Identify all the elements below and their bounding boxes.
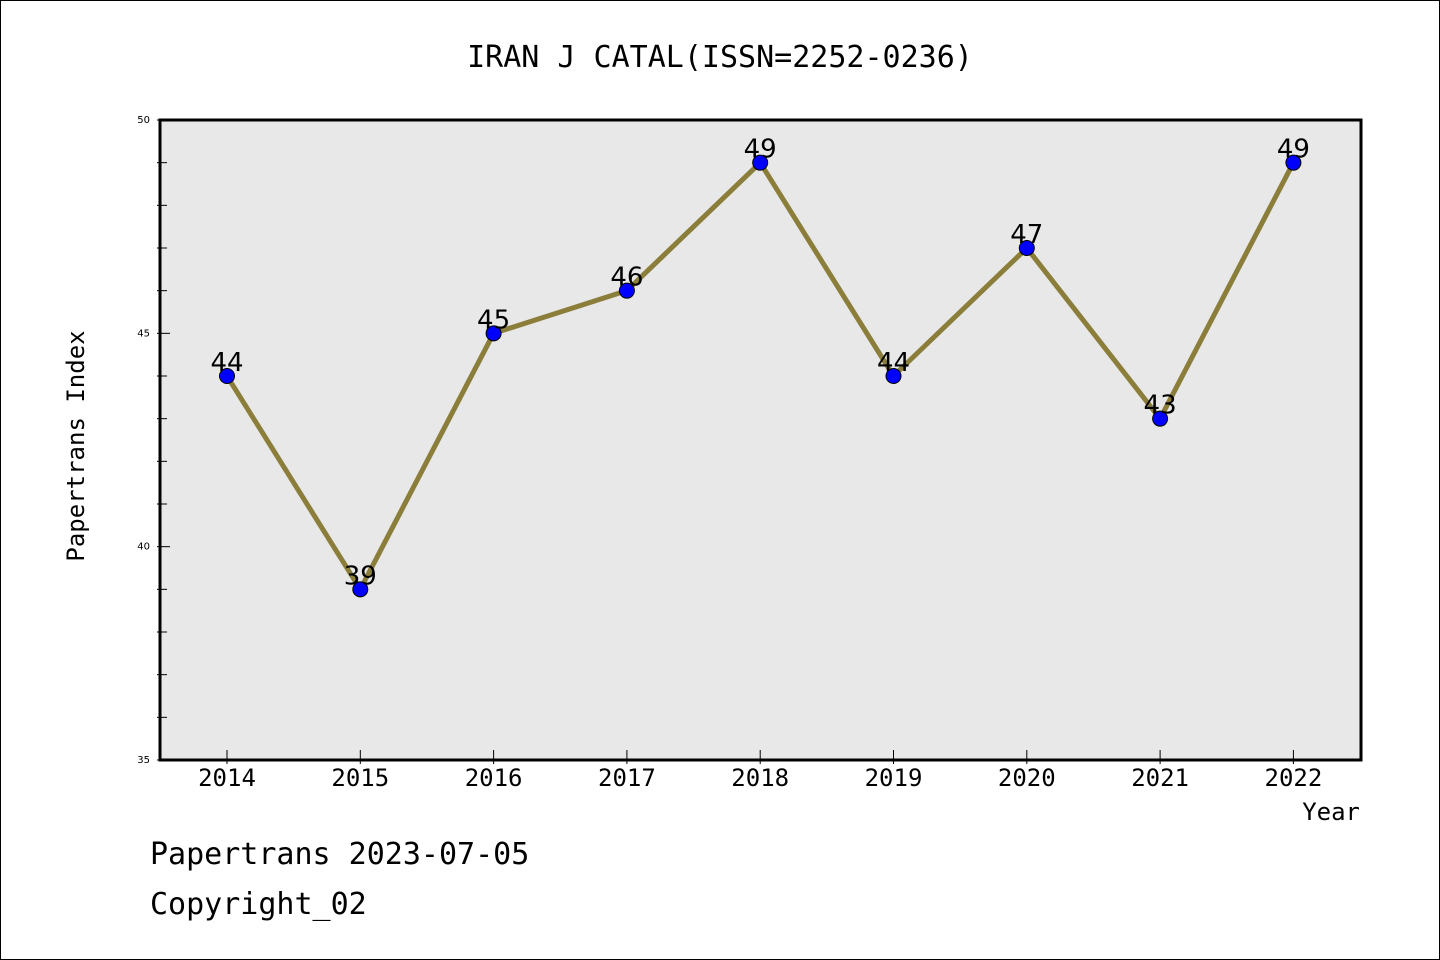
x-tick-label: 2020 [998, 764, 1056, 792]
data-point [1018, 240, 1035, 256]
x-axis: 2014 2015 2016 2017 2018 2019 2020 2021 2022 [198, 750, 1322, 792]
data-point [1285, 154, 1302, 171]
footer-copyright: Copyright_02 [150, 887, 367, 922]
y-tick-label: 45 [137, 328, 150, 339]
footer-date: Papertrans 2023-07-05 [150, 837, 529, 872]
x-tick-label: 2014 [198, 764, 256, 792]
data-label: 49 [744, 135, 777, 165]
x-tick-label: 2022 [1265, 764, 1323, 792]
x-tick-label: 2015 [331, 764, 389, 792]
y-tick-label: 50 [137, 115, 150, 126]
data-point [352, 581, 369, 598]
y-axis-label: Papertrans Index [62, 330, 90, 561]
data-label: 44 [210, 348, 243, 378]
data-points [219, 154, 1302, 598]
data-label: 43 [1144, 391, 1177, 421]
data-label: 44 [877, 348, 910, 378]
data-labels: 44 39 45 46 49 44 47 43 49 [210, 135, 1309, 592]
data-point [485, 325, 502, 342]
data-label: 47 [1010, 220, 1043, 250]
y-tick-label: 40 [137, 542, 150, 553]
x-tick-label: 2021 [1131, 764, 1189, 792]
x-tick-label: 2018 [731, 764, 789, 792]
data-label: 46 [610, 263, 643, 293]
chart-title: IRAN J CATAL(ISSN=2252-0236) [467, 40, 973, 75]
data-point [219, 368, 235, 384]
data-point [885, 368, 902, 384]
data-label: 45 [477, 305, 510, 335]
x-tick-label: 2017 [598, 764, 656, 792]
data-label: 49 [1277, 135, 1310, 165]
data-label: 39 [344, 561, 377, 591]
y-tick-label: 35 [137, 755, 150, 766]
data-point [1152, 410, 1169, 427]
data-point [618, 282, 635, 299]
data-point [752, 154, 769, 171]
x-axis-label: Year [1302, 798, 1360, 826]
x-tick-label: 2016 [465, 764, 523, 792]
plot-area [160, 120, 1361, 760]
plot-border [158, 118, 1363, 762]
x-tick-label: 2019 [865, 764, 923, 792]
